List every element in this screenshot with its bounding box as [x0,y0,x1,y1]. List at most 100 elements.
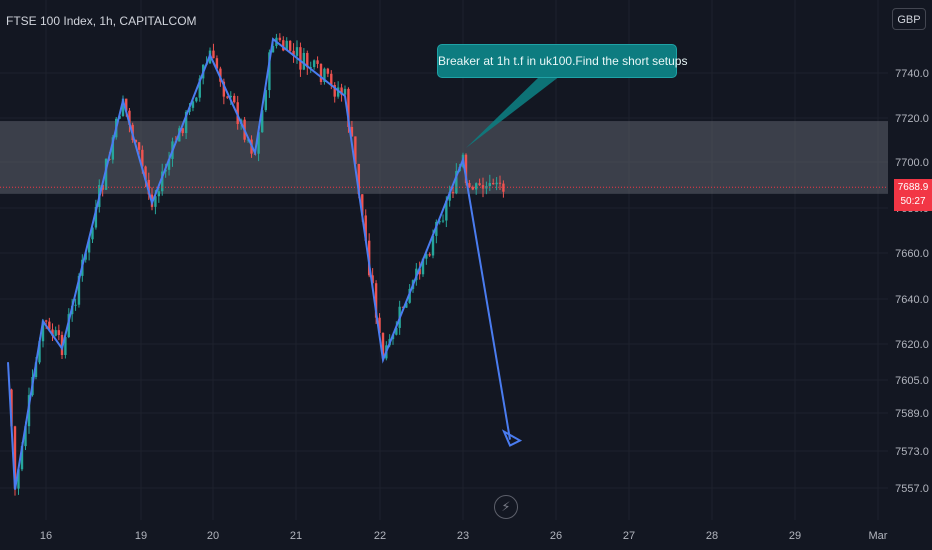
candle-body [488,183,491,187]
candle-body [54,330,57,336]
candle-body [364,215,367,241]
candle-body [374,283,378,318]
candle-body [264,90,267,111]
candle-body [91,227,94,240]
candle-body [361,194,364,216]
candle-body [448,192,451,201]
candle-body [357,163,361,195]
x-tick-label: 27 [623,530,635,542]
candle-body [147,179,150,195]
candle-body [309,67,312,69]
candle-body [347,88,350,127]
candle-body [198,78,201,98]
x-tick-label: 16 [40,530,52,542]
candle-body [161,171,164,192]
candle-body [319,63,323,83]
candle-body [299,47,302,70]
candle-body [233,95,236,103]
symbol-title[interactable]: FTSE 100 Index, 1h, CAPITALCOM [6,14,197,28]
candle-body [257,132,260,154]
candle-body [445,200,448,221]
y-tick-label: 7589.0 [895,408,929,420]
candle-body [428,254,431,256]
candle-body [141,149,144,167]
candle-body [195,97,198,102]
candle-body [395,327,398,335]
candle-body [343,88,347,95]
candle-body [498,182,502,184]
candle-body [326,68,330,74]
y-tick-label: 7640.0 [895,294,929,306]
candle-body [38,341,41,363]
price-axis[interactable]: 7740.07720.07700.07680.07660.07640.07620… [895,68,929,495]
candle-body [212,50,215,59]
candle-body [354,136,357,164]
candle-body [340,87,343,95]
candle-body [405,302,408,308]
candle-body [302,52,306,70]
candle-body [94,206,98,228]
y-tick-label: 7720.0 [895,113,929,125]
last-price-value: 7688.9 [897,182,929,193]
x-tick-label: 29 [789,530,801,542]
candlestick-series [10,33,505,496]
candle-body [330,73,333,85]
candle-body [371,275,374,284]
candle-body [306,52,309,68]
candle-body [292,50,295,56]
candle-body [181,128,184,134]
annotation-callout[interactable]: Breaker at 1h t.f in uk100.Find the shor… [437,44,687,78]
x-tick-label: Mar [869,530,888,542]
candle-body [34,362,38,377]
y-tick-label: 7573.0 [895,446,929,458]
candle-body [222,81,226,97]
candle-body [441,220,445,222]
y-tick-label: 7605.0 [895,375,929,387]
candle-body [502,183,505,192]
x-tick-label: 22 [374,530,386,542]
candle-body [125,98,128,111]
x-tick-label: 19 [135,530,147,542]
candle-body [278,37,282,41]
candle-body [157,191,161,197]
candle-body [468,183,471,188]
candle-body [128,110,131,125]
candle-body [418,268,421,275]
candle-body [425,254,428,259]
candle-body [478,183,481,186]
candle-body [492,183,495,185]
time-axis[interactable]: 16 19 20 21 22 23 26 27 28 29 Mar [40,530,888,542]
candle-body [191,101,195,108]
candle-body [271,45,275,53]
candle-body [111,137,115,160]
lightning-icon[interactable]: ⚡ [494,495,518,519]
candle-body [48,321,51,330]
candle-body [381,332,385,359]
candle-body [316,60,319,64]
candle-body [451,192,455,194]
candle-body [137,142,141,150]
x-tick-label: 23 [457,530,469,542]
candle-body [431,235,435,256]
x-tick-label: 21 [290,530,302,542]
candle-body [421,258,425,275]
candle-body [77,275,81,305]
y-tick-label: 7740.0 [895,68,929,80]
candle-body [312,60,316,68]
candle-body [24,426,27,447]
candle-body [229,95,232,98]
y-tick-label: 7557.0 [895,483,929,495]
candle-body [336,87,340,97]
candle-body [219,68,222,82]
candle-body [288,40,292,51]
chart-grid [0,0,888,520]
candle-body [74,304,77,306]
candle-body [154,196,157,207]
zigzag-pattern-line[interactable] [7,37,511,490]
candle-body [67,314,70,338]
candle-body [104,158,108,190]
candle-body [87,239,91,253]
candle-body [41,320,45,342]
currency-button[interactable]: GBP [892,8,926,30]
